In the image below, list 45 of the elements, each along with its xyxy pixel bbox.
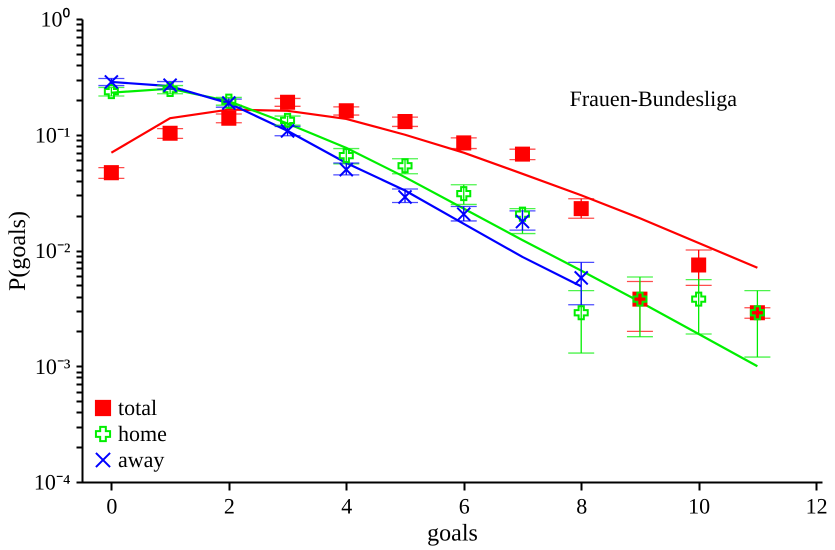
y-tick-label: 10⁰ xyxy=(40,6,70,32)
point xyxy=(397,189,413,204)
point xyxy=(162,82,178,98)
point xyxy=(162,78,178,93)
point xyxy=(397,158,413,174)
point xyxy=(691,257,706,272)
point xyxy=(514,146,530,162)
x-tick-label: 0 xyxy=(106,494,118,518)
point xyxy=(456,206,472,222)
x-tick-label: 2 xyxy=(224,494,235,518)
legend-label: home xyxy=(118,421,167,446)
y-tick-label: 10⁻¹ xyxy=(34,122,70,148)
y-tick-label: 10⁻³ xyxy=(34,354,71,379)
point xyxy=(104,165,119,180)
annotation: Frauen-Bundesliga xyxy=(570,86,738,111)
point xyxy=(574,201,589,216)
point xyxy=(338,103,354,118)
point xyxy=(514,214,530,230)
legend-label: total xyxy=(118,395,158,420)
point xyxy=(574,270,589,286)
point xyxy=(338,162,354,178)
x-axis-title: goals xyxy=(427,520,478,546)
point xyxy=(514,206,530,222)
x-tick-label: 12 xyxy=(806,494,828,518)
point xyxy=(456,135,472,150)
point xyxy=(280,112,296,128)
legend-label: away xyxy=(118,447,164,472)
point xyxy=(338,148,354,164)
y-axis-title: P(goals) xyxy=(4,211,31,291)
point xyxy=(397,114,413,130)
point xyxy=(162,126,178,141)
x-tick-label: 10 xyxy=(688,494,710,518)
point xyxy=(280,123,296,138)
y-tick-label: 10⁻² xyxy=(34,238,71,263)
point xyxy=(456,186,472,202)
x-tick-label: 4 xyxy=(341,494,352,518)
point xyxy=(104,84,119,100)
point xyxy=(280,94,296,110)
point xyxy=(574,305,589,320)
point xyxy=(221,110,236,126)
x-tick-label: 8 xyxy=(576,494,588,518)
y-tick-label: 10⁻⁴ xyxy=(34,470,71,494)
x-tick-label: 6 xyxy=(458,494,470,518)
point xyxy=(104,74,119,90)
point xyxy=(691,292,706,307)
